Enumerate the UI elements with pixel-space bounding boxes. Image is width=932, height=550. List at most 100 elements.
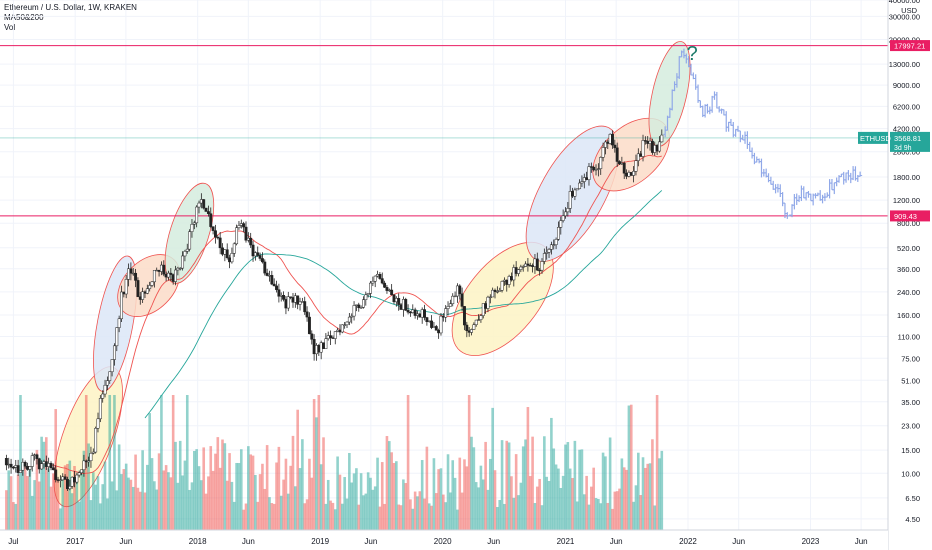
- volume-bar: [99, 503, 102, 530]
- candle-body: [44, 461, 48, 467]
- candle: [413, 307, 417, 319]
- candle: [7, 457, 11, 469]
- candle-body: [566, 208, 570, 213]
- volume-bar: [514, 454, 518, 530]
- projection-bar: [848, 172, 853, 184]
- volume-bar: [350, 482, 354, 530]
- candle-body: [387, 289, 391, 292]
- candle-body: [589, 166, 593, 168]
- y-tick-label: 6200.00: [893, 102, 920, 111]
- volume-bar: [458, 457, 462, 530]
- volume-bar: [627, 405, 631, 530]
- candle: [305, 306, 309, 322]
- volume-bar: [301, 439, 304, 530]
- volume-bar: [129, 479, 133, 530]
- volume-bar: [167, 472, 170, 530]
- candle-body: [63, 476, 67, 480]
- candle-body: [502, 279, 506, 282]
- candle: [268, 270, 271, 282]
- volume-indicator-label[interactable]: Vol: [4, 23, 16, 32]
- candle-body: [319, 342, 323, 353]
- projection-bar: [771, 180, 776, 190]
- volume-bar: [26, 476, 29, 530]
- candle-body: [552, 244, 556, 246]
- candle-body: [441, 315, 445, 318]
- candle: [650, 138, 654, 155]
- candle-body: [14, 465, 18, 468]
- ma-indicator-label[interactable]: MA50&200: [4, 13, 44, 22]
- volume-bar: [56, 479, 60, 530]
- y-tick-label: 2800.00: [893, 148, 920, 157]
- candle: [613, 139, 617, 153]
- question-mark-annotation: ?: [687, 43, 698, 65]
- candle: [463, 305, 466, 331]
- volume-bar: [470, 436, 473, 530]
- last-price-badge[interactable]: [890, 131, 930, 152]
- candle-body: [331, 337, 335, 339]
- volume-bar: [33, 480, 36, 530]
- y-tick-label: 23.00: [901, 422, 920, 431]
- candle-body: [540, 261, 544, 271]
- volume-bar: [286, 493, 290, 530]
- symbol-badge[interactable]: [858, 131, 888, 144]
- volume-bar: [503, 503, 506, 530]
- candle: [566, 202, 570, 217]
- candle-body: [225, 249, 229, 259]
- candle-body: [521, 266, 525, 268]
- candle-body: [411, 309, 415, 313]
- projection-bar: [858, 171, 863, 177]
- candle: [500, 280, 504, 293]
- candle: [127, 263, 130, 287]
- candle-body: [221, 247, 224, 255]
- volume-bar: [604, 456, 607, 530]
- volume-bar: [122, 469, 126, 530]
- volume-bar: [641, 457, 645, 530]
- volume-bar: [637, 452, 640, 530]
- candle: [103, 379, 107, 398]
- volume-bar: [413, 491, 417, 530]
- candle-body: [326, 335, 330, 339]
- candle-body: [277, 289, 281, 297]
- candle: [622, 161, 626, 179]
- candle: [40, 460, 44, 470]
- volume-bar: [580, 449, 584, 530]
- volume-bar: [425, 446, 429, 530]
- volume-bar: [207, 476, 210, 530]
- candle-body: [580, 181, 584, 184]
- candle-body: [21, 461, 25, 471]
- pattern-ellipses: [53, 41, 691, 508]
- volume-bar: [225, 480, 229, 530]
- candle: [488, 294, 492, 304]
- volume-bar: [247, 446, 250, 530]
- candle-body: [33, 454, 37, 456]
- volume-bar: [402, 479, 405, 530]
- candle: [232, 242, 236, 257]
- y-tick-label: 13000.00: [889, 60, 920, 69]
- candle-body: [655, 145, 659, 152]
- candle: [303, 296, 307, 315]
- candle: [16, 459, 20, 476]
- candle-body: [87, 460, 91, 463]
- candle: [183, 249, 187, 262]
- candle: [49, 461, 53, 471]
- candle: [472, 322, 476, 330]
- candle-body: [498, 290, 502, 292]
- level-badge[interactable]: [890, 210, 930, 222]
- candle-body: [322, 342, 325, 349]
- volume-bar: [87, 443, 90, 530]
- level-badge[interactable]: [890, 40, 930, 52]
- candle-body: [263, 261, 267, 274]
- volume-bar: [329, 500, 332, 530]
- volume-bar: [651, 439, 654, 530]
- candle: [601, 142, 605, 162]
- x-tick-label: 2019: [311, 537, 329, 546]
- candle-body: [91, 451, 95, 454]
- candle-body: [416, 313, 419, 316]
- volume-bar: [63, 465, 67, 530]
- projection-bar: [745, 131, 750, 149]
- candle: [272, 278, 276, 287]
- candle-body: [528, 265, 532, 267]
- candle: [599, 156, 603, 175]
- candle: [455, 283, 459, 303]
